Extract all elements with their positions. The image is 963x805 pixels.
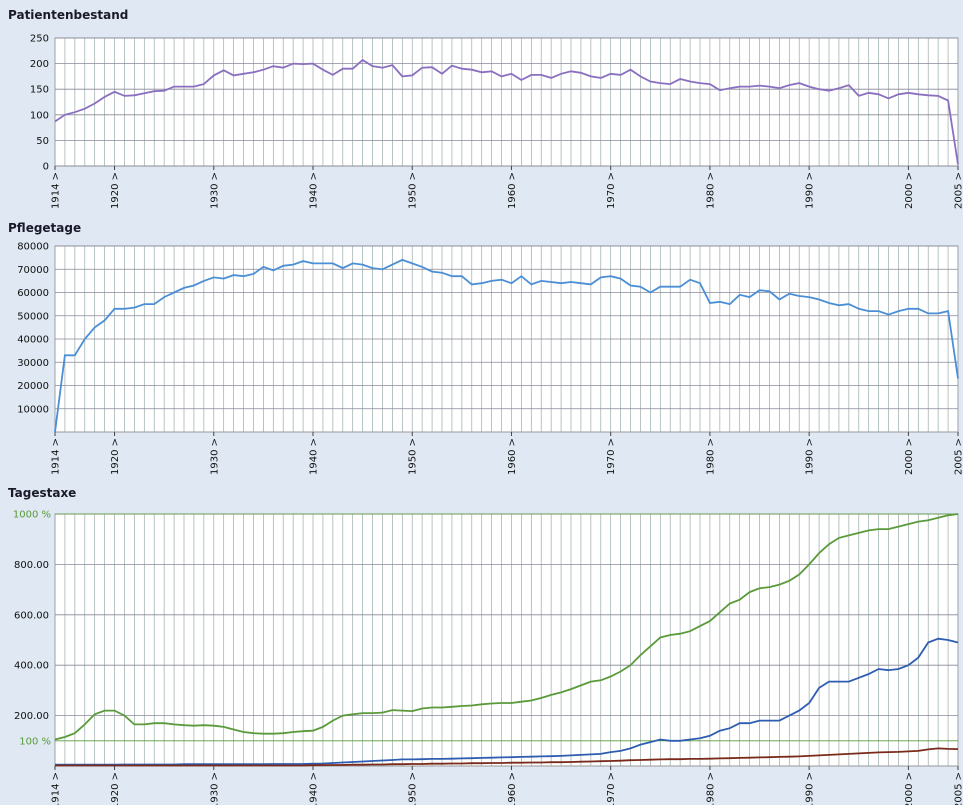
x-tick-label: 1930 >: [209, 438, 220, 475]
x-tick-label: 1950 >: [408, 772, 419, 805]
series-line: [55, 637, 959, 766]
x-tick-label: 1980 >: [705, 438, 716, 475]
x-tick-label: 1920 >: [110, 772, 121, 805]
y-tick-label: 200: [30, 59, 49, 70]
x-tick-label: 1990 >: [805, 438, 816, 475]
x-tick-label: 1930 >: [209, 172, 220, 209]
x-tick-label: 1970 >: [606, 438, 617, 475]
x-tick-label: 2005 >: [954, 772, 963, 805]
y-tick-label: 600.00: [14, 610, 49, 621]
y-tick-label: 200.00: [14, 711, 49, 722]
x-tick-label: 1920 >: [110, 438, 121, 475]
y-tick-label: 80000: [17, 242, 49, 253]
x-tick-label: 2005 >: [954, 438, 963, 475]
x-tick-label: 1960 >: [507, 772, 518, 805]
series-line: [54, 258, 959, 433]
y-tick-label: 30000: [17, 358, 49, 369]
x-tick-label: 1940 >: [309, 772, 320, 805]
series-line: [54, 58, 959, 165]
x-tick-label: 2000 >: [904, 438, 915, 475]
y-tick-label: 10000: [17, 404, 49, 415]
y-tick-label: 70000: [17, 265, 49, 276]
x-tick-label: 1960 >: [507, 438, 518, 475]
x-tick-label: 1940 >: [309, 438, 320, 475]
x-tick-label: 1990 >: [805, 172, 816, 209]
y-tick-label: 20000: [17, 381, 49, 392]
x-tick-label: 1950 >: [408, 172, 419, 209]
x-tick-label: 1920 >: [110, 172, 121, 209]
y-tick-label: 800.00: [14, 560, 49, 571]
plot-area: [54, 513, 959, 767]
y-tick-label: 100: [30, 110, 49, 121]
y-tick-label: 50: [36, 136, 49, 147]
x-tick-label: 2005 >: [954, 172, 963, 209]
plot-area: [54, 37, 959, 167]
x-tick-label: 1980 >: [705, 172, 716, 209]
series-line: [55, 747, 959, 767]
chart-title: Patientenbestand: [8, 8, 128, 22]
x-tick-label: 1914 >: [51, 772, 62, 805]
x-tick-label: 1970 >: [606, 172, 617, 209]
series-line: [54, 513, 959, 741]
y-tick-label: 0: [43, 162, 49, 173]
x-tick-label: 1940 >: [309, 172, 320, 209]
x-tick-label: 1980 >: [705, 772, 716, 805]
y-tick-label: 40000: [17, 335, 49, 346]
x-tick-label: 1960 >: [507, 172, 518, 209]
x-tick-label: 2000 >: [904, 172, 915, 209]
annotation: 100 %: [19, 736, 51, 747]
chart-title: Pflegetage: [8, 221, 81, 235]
chart-title: Tagestaxe: [8, 486, 76, 500]
x-tick-label: 1914 >: [51, 172, 62, 209]
y-tick-label: 50000: [17, 311, 49, 322]
x-tick-label: 1950 >: [408, 438, 419, 475]
y-tick-label: 150: [30, 85, 49, 96]
x-tick-label: 1990 >: [805, 772, 816, 805]
x-tick-label: 1970 >: [606, 772, 617, 805]
x-tick-label: 1930 >: [209, 772, 220, 805]
y-tick-label: 400.00: [14, 661, 49, 672]
x-tick-label: 1914 >: [51, 438, 62, 475]
y-tick-label: 250: [30, 34, 49, 45]
annotation: 1000 %: [13, 510, 51, 521]
x-tick-label: 2000 >: [904, 772, 915, 805]
y-tick-label: 60000: [17, 288, 49, 299]
